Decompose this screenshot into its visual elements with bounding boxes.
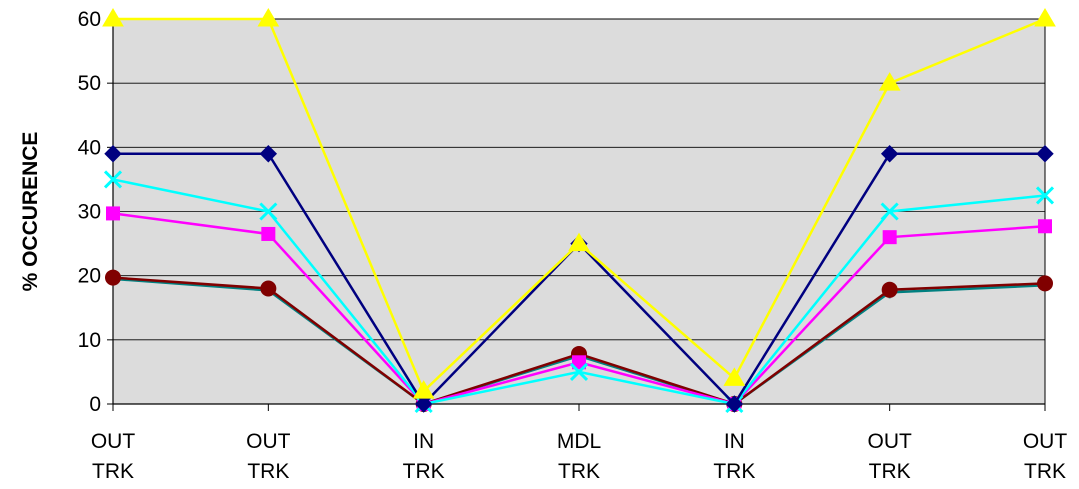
data-point bbox=[568, 232, 590, 252]
x-tick-label: TRK bbox=[869, 460, 911, 483]
y-tick-label: 30 bbox=[78, 201, 101, 224]
x-tick-labels: OUT TRK OUT TRK IN TRK MDL TRK IN TRK OUT TRK OUT TRK bbox=[91, 404, 1068, 483]
y-tick-label: 20 bbox=[78, 265, 101, 288]
data-point bbox=[102, 8, 124, 27]
data-point bbox=[103, 170, 123, 189]
data-point bbox=[105, 269, 121, 286]
data-point bbox=[725, 395, 744, 413]
x-tick-label: IN bbox=[724, 430, 745, 453]
x-tick-label: TRK bbox=[713, 460, 755, 483]
data-point bbox=[106, 206, 120, 221]
x-tick-label: MDL bbox=[557, 430, 601, 453]
x-tick-label: IN bbox=[413, 430, 434, 453]
x-tick-label: TRK bbox=[403, 460, 445, 483]
y-tick-label: 40 bbox=[78, 136, 101, 159]
data-point bbox=[414, 395, 433, 413]
data-point bbox=[569, 362, 589, 381]
data-point bbox=[1036, 145, 1054, 163]
data-point bbox=[1038, 219, 1052, 234]
data-point bbox=[878, 72, 901, 91]
data-point bbox=[880, 202, 899, 221]
x-tick-label: OUT bbox=[246, 430, 291, 453]
x-tick-label: OUT bbox=[91, 430, 136, 453]
x-tick-label: TRK bbox=[247, 460, 289, 483]
data-point bbox=[257, 8, 280, 27]
series-group bbox=[102, 8, 1056, 414]
x-tick-label: OUT bbox=[1023, 430, 1068, 453]
x-tick-label: OUT bbox=[868, 430, 913, 453]
data-point bbox=[1035, 186, 1055, 205]
y-axis-label: % OCCURENCE bbox=[19, 132, 42, 292]
data-point bbox=[882, 230, 897, 245]
data-point bbox=[104, 145, 122, 163]
y-tick-label: 50 bbox=[78, 72, 101, 95]
data-point bbox=[1034, 8, 1056, 27]
x-tick-label: TRK bbox=[558, 460, 600, 483]
series-0 bbox=[102, 8, 1056, 399]
x-tick-label: TRK bbox=[92, 460, 134, 483]
data-point bbox=[572, 355, 586, 370]
y-tick-label: 60 bbox=[78, 8, 101, 31]
data-point bbox=[260, 280, 277, 297]
x-tick-label: TRK bbox=[1024, 460, 1066, 483]
data-point bbox=[723, 367, 746, 386]
data-point bbox=[880, 145, 899, 163]
y-tick-labels: 0 10 20 30 40 50 60 bbox=[78, 8, 113, 416]
data-point bbox=[259, 202, 278, 221]
y-tick-label: 10 bbox=[78, 329, 101, 352]
data-point bbox=[261, 226, 276, 241]
data-point bbox=[412, 380, 435, 399]
y-tick-label: 0 bbox=[89, 393, 101, 416]
data-point bbox=[881, 281, 898, 298]
data-point bbox=[259, 145, 278, 163]
data-point bbox=[1037, 275, 1053, 292]
